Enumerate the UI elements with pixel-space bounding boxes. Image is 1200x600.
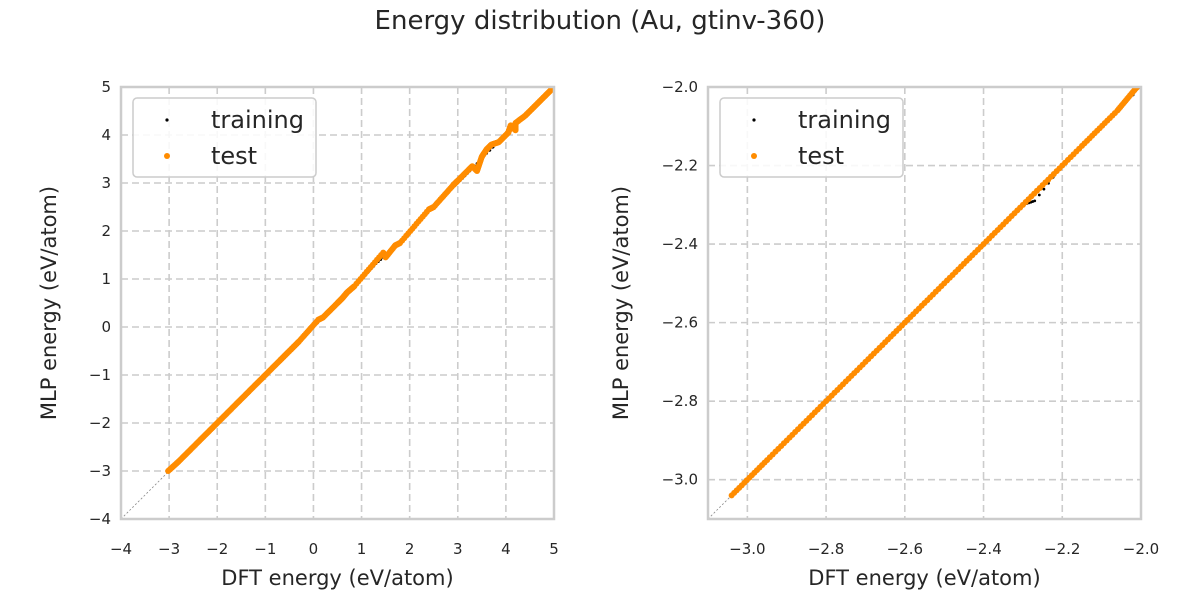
y-tick-label: 2 <box>101 222 111 240</box>
legend: training test <box>719 97 904 178</box>
x-tick-label: 0 <box>309 540 319 558</box>
y-tick-label: −2.4 <box>662 235 698 253</box>
x-tick-label: 1 <box>357 540 367 558</box>
x-tick-label: −2.4 <box>965 540 1001 558</box>
chart-panel-1: −4 −3 −2 −1 0 1 2 3 4 5 −4 −3 −2 −1 0 1 2 3 4 5 DFT energy (… <box>37 78 559 590</box>
y-tick-label: −1 <box>89 366 111 384</box>
x-tick-label: 4 <box>501 540 511 558</box>
y-tick-label: 0 <box>101 318 111 336</box>
chart-panel-2: −3.0 −2.8 −2.6 −2.4 −2.2 −2.0 −3.0 −2.8 −2.6 −2.4… <box>609 78 1159 590</box>
y-tick-label: −4 <box>89 510 111 528</box>
x-tick-label: −1 <box>254 540 276 558</box>
legend-marker-test <box>751 153 757 159</box>
training-point <box>1037 193 1041 197</box>
x-tick-label: −2.2 <box>1044 540 1080 558</box>
legend: training test <box>132 97 317 178</box>
y-axis-label: MLP energy (eV/atom) <box>37 186 61 420</box>
y-tick-label: −2.8 <box>662 392 698 410</box>
legend-label-training: training <box>798 106 891 134</box>
x-tick-label: −2.8 <box>808 540 844 558</box>
legend-box <box>132 97 317 178</box>
x-tick-label: −2.0 <box>1123 540 1159 558</box>
plot-frame <box>706 85 1143 521</box>
x-tick-label: 3 <box>453 540 463 558</box>
legend-marker-training <box>752 118 756 122</box>
x-axis-label: DFT energy (eV/atom) <box>221 566 453 590</box>
legend-label-test: test <box>798 142 844 170</box>
y-tick-label: 3 <box>101 174 111 192</box>
y-axis-label: MLP energy (eV/atom) <box>609 186 633 420</box>
legend-label-training: training <box>211 106 304 134</box>
x-tick-label: 5 <box>549 540 559 558</box>
x-tick-label: −2 <box>206 540 228 558</box>
y-tick-label: −2.2 <box>662 157 698 175</box>
legend-label-test: test <box>211 142 257 170</box>
x-tick-label: 2 <box>405 540 415 558</box>
legend-marker-training <box>165 118 169 122</box>
training-point <box>1033 199 1037 203</box>
figure-title: Energy distribution (Au, gtinv-360) <box>374 6 826 36</box>
plot-frame <box>119 85 556 521</box>
y-tick-label: −3.0 <box>662 471 698 489</box>
x-tick-label: −2.6 <box>887 540 923 558</box>
y-tick-label: −3 <box>89 462 111 480</box>
y-tick-label: −2 <box>89 414 111 432</box>
y-tick-label: 1 <box>101 270 111 288</box>
x-axis-label: DFT energy (eV/atom) <box>808 566 1040 590</box>
legend-marker-test <box>164 153 170 159</box>
x-tick-label: −4 <box>110 540 132 558</box>
y-tick-label: 4 <box>101 126 111 144</box>
x-tick-label: −3 <box>158 540 180 558</box>
data-points <box>165 87 554 474</box>
legend-box <box>719 97 904 178</box>
data-points <box>728 87 1141 499</box>
y-tick-label: 5 <box>101 78 111 96</box>
training-point <box>1042 187 1046 191</box>
test-point <box>548 87 554 93</box>
y-tick-label: −2.6 <box>662 314 698 332</box>
y-tick-label: −2.0 <box>662 78 698 96</box>
x-tick-label: −3.0 <box>729 540 765 558</box>
